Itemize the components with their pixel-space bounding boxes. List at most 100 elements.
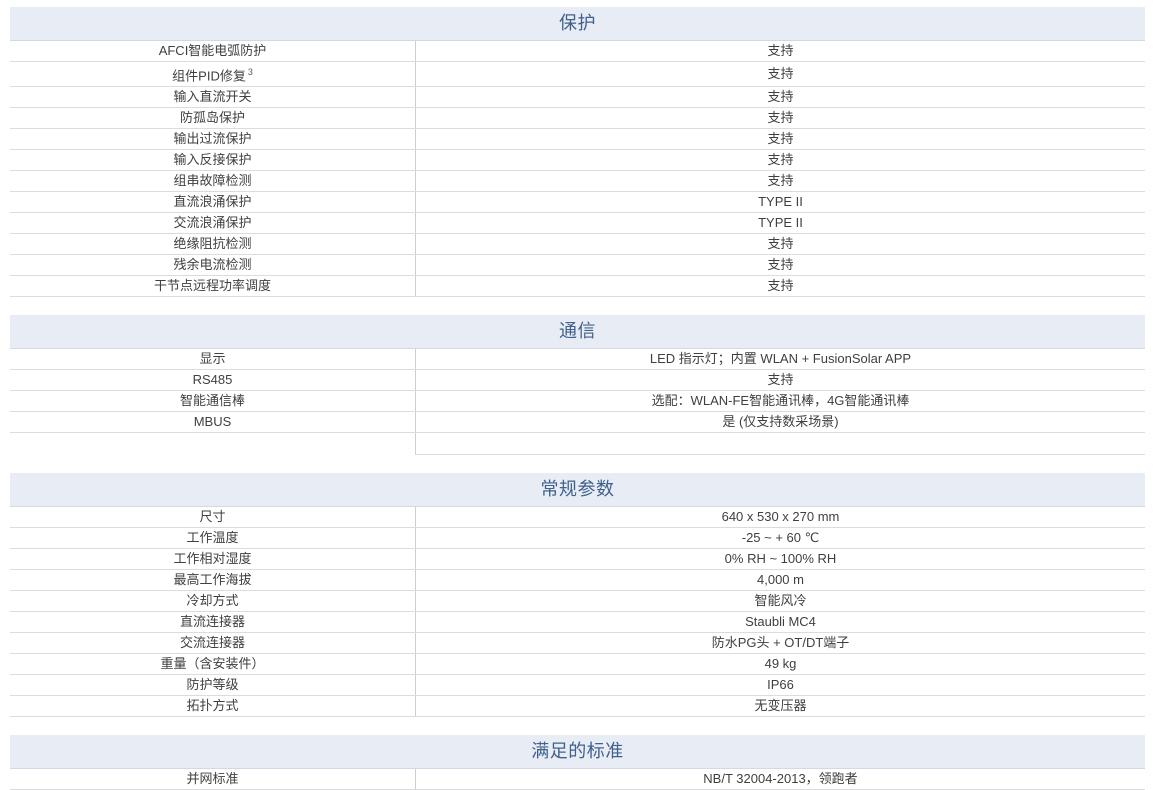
table-row: 组件PID修复 3 支持 [10, 61, 1145, 88]
spec-value-cell: 支持 [415, 149, 1145, 172]
spec-section: 通信 显示 LED 指示灯；内置 WLAN + FusionSolar APP RS4… [10, 315, 1145, 456]
spec-value-cell: TYPE II [415, 191, 1145, 214]
spec-label-cell [10, 433, 416, 455]
spec-label-cell: RS485 [10, 369, 416, 392]
spec-label-cell: 重量（含安装件） [10, 653, 416, 676]
spec-label: 干节点远程功率调度 [153, 278, 271, 294]
spec-value-cell: 49 kg [415, 653, 1145, 676]
section-gap [10, 297, 1145, 315]
spec-value-cell: 防水PG头 + OT/DT端子 [415, 632, 1145, 655]
spec-label-cell: 组件PID修复 3 [10, 61, 416, 88]
spec-value-cell: 支持 [415, 254, 1145, 277]
spec-value-cell: 智能风冷 [415, 590, 1145, 613]
section-gap [10, 455, 1145, 473]
table-row: 绝缘阻抗检测 支持 [10, 233, 1145, 256]
spec-label: 输入直流开关 [173, 89, 252, 105]
table-row: 交流浪涌保护 TYPE II [10, 212, 1145, 235]
spec-label-cell: 工作温度 [10, 527, 416, 550]
spec-value-cell: -25 ~ + 60 ℃ [415, 527, 1145, 550]
table-row: 并网标准 NB/T 32004-2013，领跑者 [10, 769, 1145, 790]
table-row: 交流连接器 防水PG头 + OT/DT端子 [10, 632, 1145, 655]
spec-label-cell: 并网标准 [10, 769, 416, 790]
table-row: MBUS 是 (仅支持数采场景) [10, 411, 1145, 434]
spec-label: 输入反接保护 [173, 152, 252, 168]
spec-label-cell: 尺寸 [10, 507, 416, 529]
spec-label-cell: 交流浪涌保护 [10, 212, 416, 235]
spec-value-cell: 支持 [415, 61, 1145, 88]
spec-value-cell: 支持 [415, 41, 1145, 62]
spec-label-cell: 输入直流开关 [10, 86, 416, 109]
spec-value-cell: 支持 [415, 369, 1145, 392]
table-row: 组串故障检测 支持 [10, 170, 1145, 193]
spec-label-cell: 残余电流检测 [10, 254, 416, 277]
table-row: AFCI智能电弧防护 支持 [10, 41, 1145, 62]
spec-label-cell: 直流连接器 [10, 611, 416, 634]
spec-value-cell: 无变压器 [415, 695, 1145, 718]
spec-section: 满足的标准 并网标准 NB/T 32004-2013，领跑者 [10, 735, 1145, 790]
spec-label: MBUS [193, 414, 232, 430]
table-row: 拓扑方式 无变压器 [10, 695, 1145, 718]
spec-table: 显示 LED 指示灯；内置 WLAN + FusionSolar APP RS485… [10, 349, 1145, 456]
table-row: 残余电流检测 支持 [10, 254, 1145, 277]
spec-value-cell: TYPE II [415, 212, 1145, 235]
spec-value-cell: IP66 [415, 674, 1145, 697]
spec-label: 组串故障检测 [173, 173, 252, 189]
table-row: 防孤岛保护 支持 [10, 107, 1145, 130]
spec-label-cell: 交流连接器 [10, 632, 416, 655]
spec-value-cell: 640 x 530 x 270 mm [415, 507, 1145, 529]
spec-label-cell: MBUS [10, 411, 416, 434]
spec-label: 重量（含安装件） [160, 656, 265, 672]
spec-value-cell: 支持 [415, 275, 1145, 298]
spec-value-cell: 支持 [415, 170, 1145, 193]
spec-label: 直流浪涌保护 [173, 194, 252, 210]
spec-label: 组件PID修复 [172, 68, 246, 84]
spec-label: 显示 [199, 351, 226, 367]
spec-table: AFCI智能电弧防护 支持 组件PID修复 3 支持 输入直流开关 支持 防孤岛保护 支持 输出过… [10, 41, 1145, 298]
spec-label: 并网标准 [186, 771, 239, 787]
table-row: 工作相对湿度 0% RH ~ 100% RH [10, 548, 1145, 571]
table-row: 输出过流保护 支持 [10, 128, 1145, 151]
spec-label: 防孤岛保护 [179, 110, 245, 126]
spec-label: 防护等级 [186, 677, 239, 693]
spec-table: 并网标准 NB/T 32004-2013，领跑者 [10, 769, 1145, 790]
section-gap [10, 717, 1145, 735]
footnote-marker: 3 [247, 67, 253, 77]
spec-label: 直流连接器 [179, 614, 245, 630]
spec-label: 交流连接器 [179, 635, 245, 651]
spec-label: 输出过流保护 [173, 131, 252, 147]
spec-label: RS485 [192, 372, 233, 388]
spec-label-cell: 输出过流保护 [10, 128, 416, 151]
spec-label-cell: 最高工作海拔 [10, 569, 416, 592]
spec-table: 尺寸 640 x 530 x 270 mm 工作温度 -25 ~ + 60 ℃ 工作相对… [10, 507, 1145, 718]
spec-label: 冷却方式 [186, 593, 239, 609]
table-row: 输入反接保护 支持 [10, 149, 1145, 172]
table-row: 显示 LED 指示灯；内置 WLAN + FusionSolar APP [10, 349, 1145, 371]
spec-section: 保护 AFCI智能电弧防护 支持 组件PID修复 3 支持 输入直流开关 支持 防孤岛保护 支持输… [10, 7, 1145, 298]
spec-label-cell: 拓扑方式 [10, 695, 416, 718]
spec-label: 智能通信棒 [179, 393, 245, 409]
spec-label-cell: 防护等级 [10, 674, 416, 697]
spec-label-cell: 绝缘阻抗检测 [10, 233, 416, 256]
table-row: 防护等级 IP66 [10, 674, 1145, 697]
table-row: 冷却方式 智能风冷 [10, 590, 1145, 613]
spec-label: 尺寸 [199, 509, 226, 525]
spec-value-cell: 支持 [415, 107, 1145, 130]
spec-label-cell: 工作相对湿度 [10, 548, 416, 571]
table-row: 直流浪涌保护 TYPE II [10, 191, 1145, 214]
table-row: 智能通信棒 选配：WLAN-FE智能通讯棒，4G智能通讯棒 [10, 390, 1145, 413]
spec-label: 工作相对湿度 [173, 551, 252, 567]
spec-label-cell: 防孤岛保护 [10, 107, 416, 130]
spec-value-cell: 支持 [415, 128, 1145, 151]
spec-value-cell: 选配：WLAN-FE智能通讯棒，4G智能通讯棒 [415, 390, 1145, 413]
spec-label: 最高工作海拔 [173, 572, 252, 588]
spec-label: 交流浪涌保护 [173, 215, 252, 231]
spec-value-cell: LED 指示灯；内置 WLAN + FusionSolar APP [415, 349, 1145, 371]
spec-label: 拓扑方式 [186, 698, 239, 714]
spec-label-cell: 干节点远程功率调度 [10, 275, 416, 298]
spec-label: 绝缘阻抗检测 [173, 236, 252, 252]
spec-label: 残余电流检测 [173, 257, 252, 273]
spec-label-cell: AFCI智能电弧防护 [10, 41, 416, 62]
spec-value-cell [415, 432, 1145, 456]
spec-label-cell: 组串故障检测 [10, 170, 416, 193]
spec-value-cell: 是 (仅支持数采场景) [415, 411, 1145, 434]
